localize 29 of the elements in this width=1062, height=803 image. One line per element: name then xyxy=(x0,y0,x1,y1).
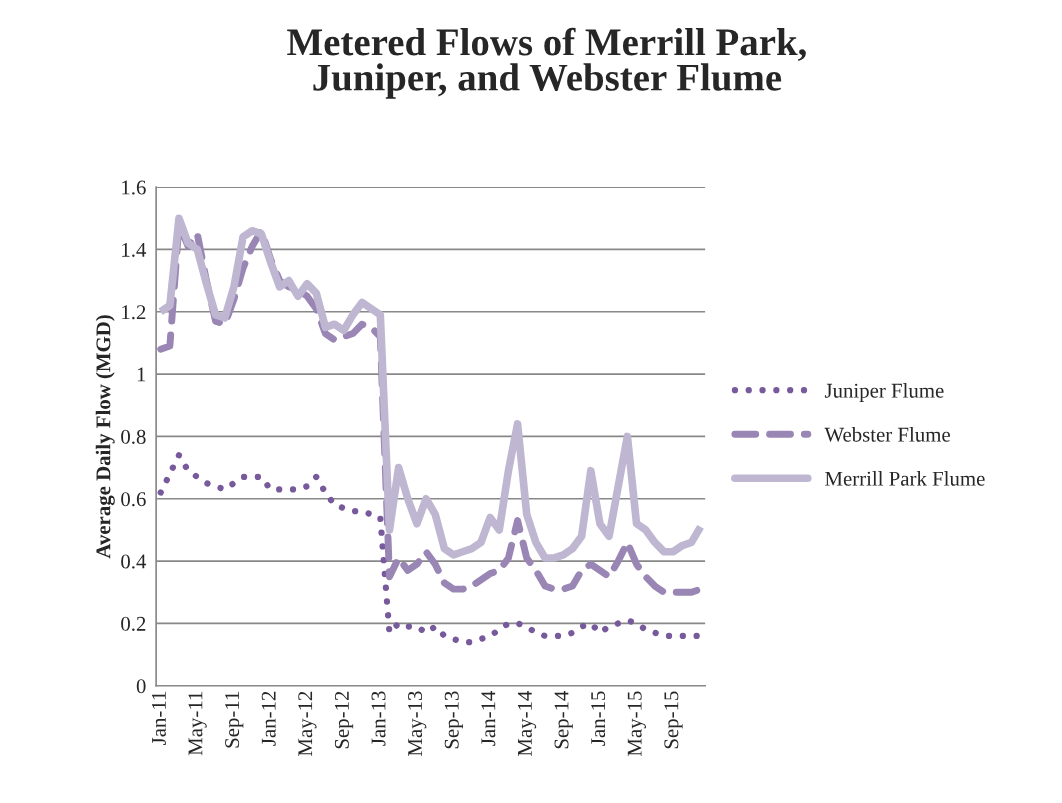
x-tick-label: Sep-12 xyxy=(334,691,354,749)
y-tick-label: 0.8 xyxy=(121,429,146,444)
x-tick-label: Jan-13 xyxy=(371,691,386,746)
y-tick-label: 0.6 xyxy=(121,492,146,507)
x-tick-label: May-13 xyxy=(408,691,427,756)
legend-label: Juniper Flume xyxy=(824,383,944,402)
x-tick-label: May-11 xyxy=(188,691,207,756)
x-tick-label: Sep-11 xyxy=(225,691,244,748)
x-tick-label: Jan-14 xyxy=(481,690,496,746)
y-tick-label: 0.2 xyxy=(121,616,146,631)
x-tick-label: May-14 xyxy=(517,690,537,756)
x-tick-label: Jan-15 xyxy=(591,691,606,746)
x-tick-label: Sep-14 xyxy=(554,690,573,749)
x-tick-label: Jan-12 xyxy=(261,691,276,746)
x-tick-label: Sep-15 xyxy=(664,691,683,749)
x-tick-label: Sep-13 xyxy=(444,691,463,749)
legend-label: Webster Flume xyxy=(824,427,950,442)
x-tick-label: Jan-11 xyxy=(151,691,166,745)
y-tick-label: 1.2 xyxy=(122,305,146,320)
x-tick-label: May-15 xyxy=(627,691,646,756)
y-tick-label: 1.4 xyxy=(122,242,147,257)
chart-title: Metered Flows of Merrill Park, Juniper, and Webster Flume xyxy=(287,27,806,99)
y-axis-title: Average Daily Flow (MGD) xyxy=(95,315,115,559)
y-tick-label: 1 xyxy=(137,367,146,382)
y-tick-label: 1.6 xyxy=(122,180,146,195)
y-tick-label: 0.4 xyxy=(121,554,147,569)
x-tick-label: May-12 xyxy=(298,691,317,756)
y-tick-label: 0 xyxy=(136,679,146,694)
legend-label: Merrill Park Flume xyxy=(825,471,985,486)
